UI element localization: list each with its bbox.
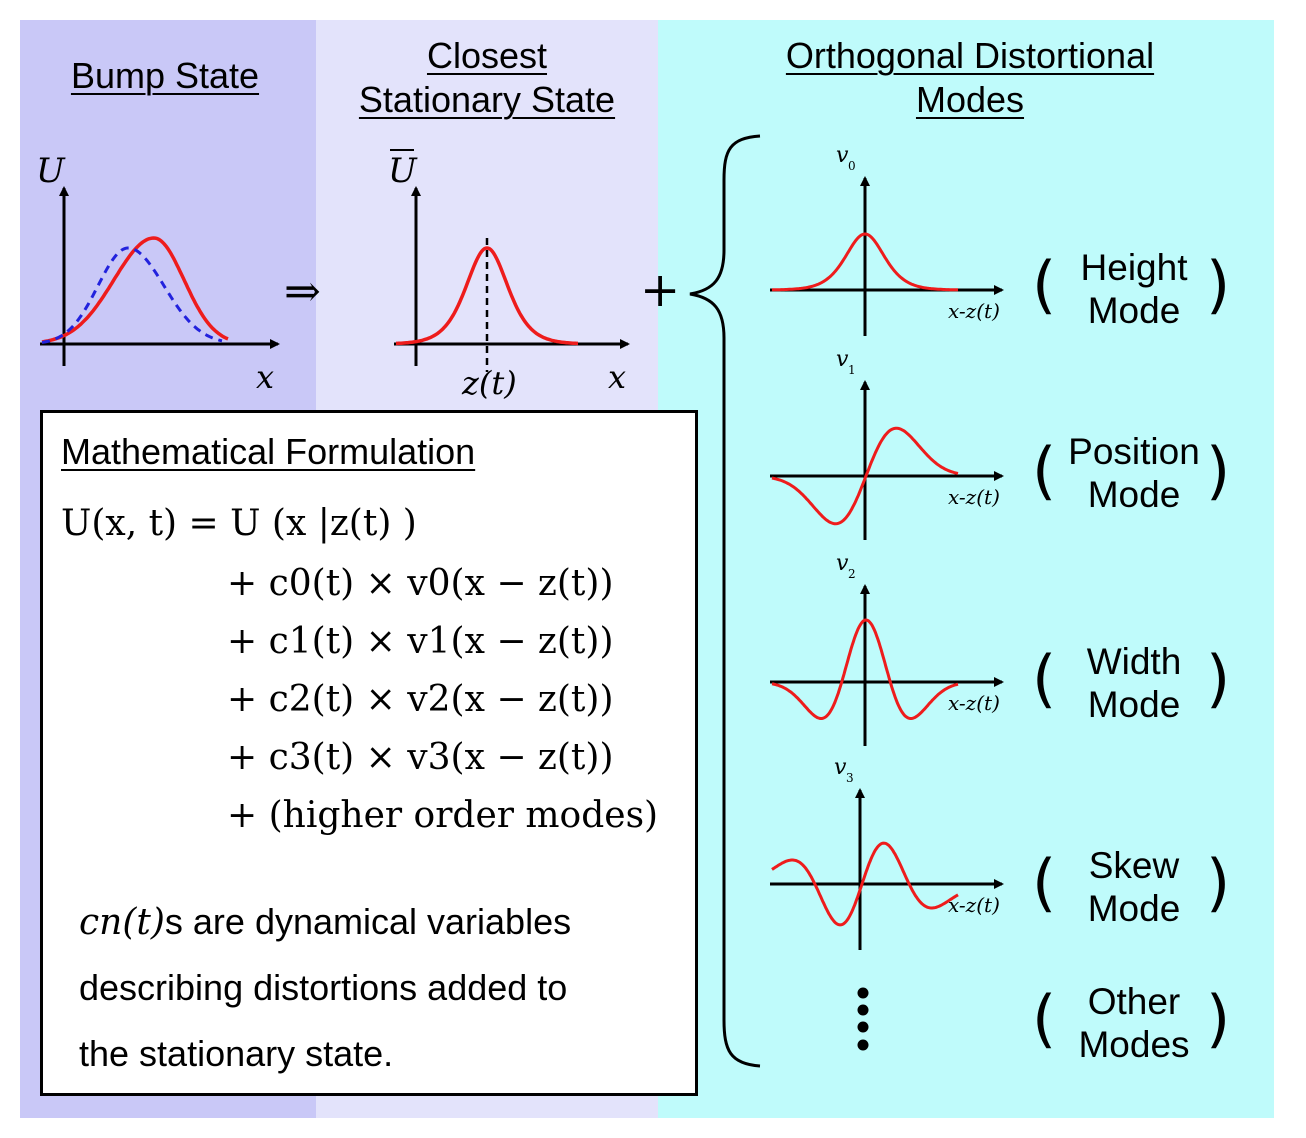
implies-arrow-icon: ⇒ (284, 266, 321, 317)
close-paren-icon: ) (1206, 982, 1231, 1055)
stationary-curve (396, 246, 578, 346)
bump-curve (41, 236, 229, 344)
equation-line-0: U(x, t) = U (x |z(t) ) (61, 503, 417, 544)
mode1-x-label: x-z(t) (948, 485, 1000, 509)
curly-brace (689, 134, 761, 1068)
close-paren-icon: ) (1206, 846, 1231, 919)
mode-label-position: Position Mode (1068, 431, 1200, 515)
mode-label-width: Width Mode (1086, 641, 1182, 725)
mode-label-height: Height Mode (1080, 247, 1188, 331)
mode2-x-label: x-z(t) (948, 691, 1000, 715)
equation-line-1: + c0(t) × v0(x − z(t)) (227, 563, 614, 604)
mode0-axis-label: v (836, 143, 849, 168)
stationary-y-label: U (388, 151, 418, 191)
open-paren-icon: ( (1032, 642, 1057, 715)
stationary-x-label: x (608, 358, 626, 396)
formulation-title: Mathematical Formulation (61, 431, 476, 472)
stationary-state-plot: U z(t) x (388, 149, 630, 402)
close-paren-icon: ) (1206, 434, 1231, 507)
note-line-1: cn(t)s are dynamical variables (79, 901, 572, 943)
close-paren-icon: ) (1206, 248, 1231, 321)
ellipsis-icon (857, 987, 869, 1051)
open-paren-icon: ( (1032, 434, 1057, 507)
mode0-axis-subscript: 0 (848, 159, 856, 173)
mode-plot-width: v 2 x-z(t) (770, 551, 1004, 746)
note-line-3: the stationary state. (79, 1033, 394, 1074)
bump-x-label: x (256, 358, 274, 396)
mode3-x-label: x-z(t) (948, 893, 1000, 917)
open-paren-icon: ( (1032, 846, 1057, 919)
open-paren-icon: ( (1032, 248, 1057, 321)
equation-line-5: + (higher order modes) (227, 795, 659, 836)
mode-plot-skew: v 3 x-z(t) (770, 755, 1004, 950)
mode1-axis-subscript: 1 (848, 363, 856, 377)
plus-sign-icon: + (640, 262, 680, 318)
stationary-reference-curve (41, 246, 223, 344)
mode0-x-label: x-z(t) (948, 299, 1000, 323)
mode3-axis-label: v (834, 755, 847, 780)
orthogonal-modes-title: Orthogonal Distortional Modes (785, 35, 1155, 120)
formulation-box: Mathematical Formulation U(x, t) = U (x … (40, 410, 698, 1096)
mode-label-other: Other Modes (1078, 981, 1190, 1065)
mode2-axis-subscript: 2 (848, 567, 856, 581)
mode-label-skew: Skew Mode (1087, 845, 1181, 929)
mode-plot-height: v 0 x-z(t) (770, 143, 1004, 336)
note-line-2: describing distortions added to (79, 967, 568, 1008)
equation-line-2: + c1(t) × v1(x − z(t)) (227, 621, 614, 662)
mode3-axis-subscript: 3 (846, 771, 854, 785)
mode-plot-position: v 1 x-z(t) (770, 347, 1004, 540)
equation-line-4: + c3(t) × v3(x − z(t)) (227, 737, 614, 778)
mode1-axis-label: v (836, 347, 849, 372)
distortional-modes-panel (658, 20, 1274, 1118)
closest-stationary-title: Closest Stationary State (358, 35, 616, 120)
close-paren-icon: ) (1206, 642, 1231, 715)
bump-y-label: U (36, 151, 66, 191)
stationary-center-label: z(t) (461, 364, 517, 402)
equation-line-3: + c2(t) × v2(x − z(t)) (227, 679, 614, 720)
mode2-axis-label: v (836, 551, 849, 576)
bump-state-plot: U x (36, 151, 280, 396)
bump-state-title: Bump State (70, 55, 260, 96)
open-paren-icon: ( (1032, 982, 1057, 1055)
